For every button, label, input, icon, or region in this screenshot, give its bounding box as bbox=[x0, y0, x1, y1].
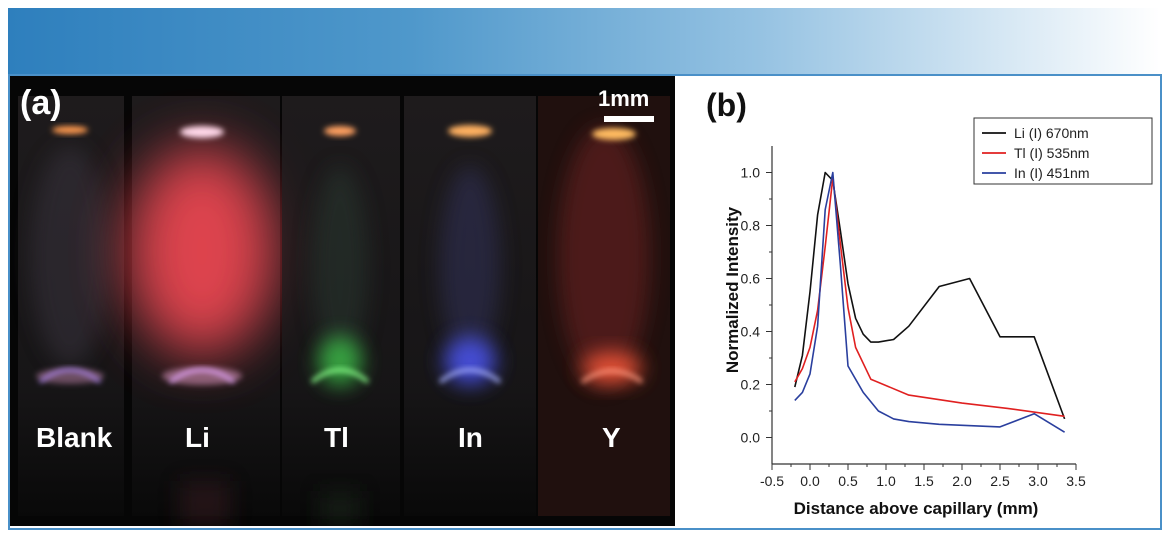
sample-label-li: Li bbox=[185, 422, 210, 453]
y-tick-label: 0.2 bbox=[741, 377, 761, 393]
y-tick-label: 0.4 bbox=[741, 324, 761, 340]
legend-label-1: Tl (I) 535nm bbox=[1014, 145, 1089, 161]
chart-svg: (b) -0.5 0.0 0.5 1.0 1.5 2.0 2.5 3.0 3.5 0.0 0.2 0.… bbox=[706, 87, 1153, 518]
header-banner bbox=[8, 8, 1160, 74]
legend-label-2: In (I) 451nm bbox=[1014, 165, 1089, 181]
y-tick-label: 0.6 bbox=[741, 271, 761, 287]
y-tick-label: 0.0 bbox=[741, 430, 761, 446]
x-tick-label: -0.5 bbox=[760, 473, 784, 489]
x-tick-label: 1.5 bbox=[914, 473, 934, 489]
x-tick-label: 1.0 bbox=[876, 473, 896, 489]
x-tick-label: 3.0 bbox=[1028, 473, 1048, 489]
series-line-2 bbox=[794, 171, 1066, 433]
legend: Li (I) 670nm Tl (I) 535nm In (I) 451nm bbox=[973, 117, 1153, 185]
sample-label-tl: Tl bbox=[324, 422, 349, 453]
x-tick-label: 0.0 bbox=[800, 473, 820, 489]
series-line-1 bbox=[794, 177, 1065, 418]
sample-label-blank: Blank bbox=[36, 422, 113, 453]
x-axis-label: Distance above capillary (mm) bbox=[794, 499, 1039, 518]
sample-label-in: In bbox=[458, 422, 483, 453]
panel-b-label: (b) bbox=[706, 87, 747, 123]
column-in bbox=[404, 96, 536, 516]
x-tick-label: 0.5 bbox=[838, 473, 858, 489]
panel-b-chart: (b) -0.5 0.0 0.5 1.0 1.5 2.0 2.5 3.0 3.5 0.0 0.2 0.… bbox=[676, 76, 1156, 526]
panel-a-label: (a) bbox=[20, 84, 62, 122]
legend-label-0: Li (I) 670nm bbox=[1014, 125, 1089, 141]
y-tick-label: 0.8 bbox=[741, 218, 761, 234]
column-blank bbox=[18, 96, 124, 516]
scale-bar bbox=[604, 116, 654, 122]
x-tick-label: 2.5 bbox=[990, 473, 1010, 489]
panel-a-image bbox=[10, 76, 675, 526]
y-axis-label: Normalized Intensity bbox=[723, 206, 742, 373]
series-line-0 bbox=[794, 171, 1066, 420]
y-tick-label: 1.0 bbox=[741, 165, 761, 181]
x-tick-label: 2.0 bbox=[952, 473, 972, 489]
sample-label-y: Y bbox=[602, 422, 621, 453]
column-li bbox=[127, 96, 280, 516]
panel-a-photo: (a) 1mm Blank Li Tl In Y bbox=[10, 76, 675, 526]
x-tick-label: 3.5 bbox=[1066, 473, 1086, 489]
scale-bar-label: 1mm bbox=[598, 86, 650, 111]
column-tl bbox=[282, 96, 400, 516]
column-y bbox=[538, 96, 670, 516]
